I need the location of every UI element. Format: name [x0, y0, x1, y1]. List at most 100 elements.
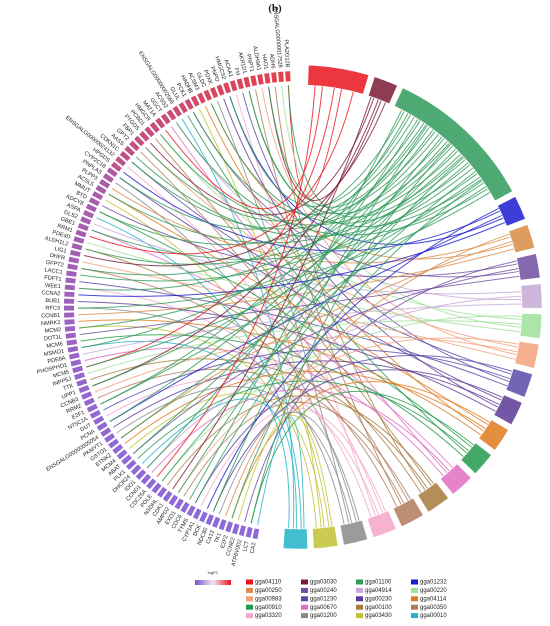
- gene-block: [212, 516, 221, 528]
- gene-label: BTD: [75, 190, 88, 200]
- gene-block: [93, 415, 105, 425]
- chord: [244, 260, 518, 523]
- gene-block: [199, 511, 208, 523]
- chord: [165, 86, 323, 210]
- legend-swatch: [356, 587, 363, 593]
- chord: [176, 122, 489, 236]
- chord: [120, 185, 487, 439]
- pathway-arc: [339, 519, 369, 546]
- chord: [206, 207, 500, 509]
- gene-block: [184, 98, 194, 110]
- chord: [156, 85, 316, 478]
- gene-label: PDXK: [202, 69, 213, 86]
- chord: [140, 151, 409, 502]
- gene-label: ASPA: [66, 202, 82, 213]
- gene-block: [285, 71, 291, 82]
- gene-block: [144, 126, 155, 138]
- pathway-arc: [307, 64, 370, 95]
- legend-swatch: [356, 613, 363, 619]
- chord: [170, 126, 448, 474]
- gene-label: INPP5J: [52, 376, 72, 387]
- pathway-arc: [493, 394, 523, 426]
- chord: [237, 414, 333, 527]
- gene-block: [278, 71, 284, 82]
- chord: [194, 156, 465, 504]
- gene-label: DOT1L: [44, 334, 63, 342]
- legend-swatch: [301, 596, 308, 602]
- chord: [78, 248, 515, 316]
- gene-label: RFC3: [45, 306, 60, 312]
- pathway-arc: [508, 224, 536, 254]
- gene-label: GLS2: [63, 210, 79, 221]
- chord: [81, 116, 415, 276]
- chord: [137, 380, 470, 459]
- pathway-arc: [367, 76, 398, 105]
- legend-label: gga00010: [420, 613, 447, 619]
- gene-block: [68, 352, 80, 360]
- gene-block: [69, 249, 81, 257]
- chord: [83, 101, 387, 267]
- gene-block: [245, 526, 253, 538]
- chord: [161, 315, 522, 482]
- gene-block: [66, 339, 78, 346]
- gene-block: [225, 521, 233, 533]
- chart-title: (b): [268, 3, 282, 15]
- legend-label: gga01232: [420, 580, 447, 586]
- gene-label: PLA2G12B: [282, 39, 289, 68]
- legend-swatch: [246, 604, 253, 610]
- chord: [131, 161, 512, 375]
- gene-block: [64, 325, 76, 332]
- chord: [86, 87, 335, 368]
- gene-block: [64, 305, 75, 311]
- chord: [87, 242, 521, 333]
- chord: [198, 108, 322, 529]
- legend-swatch: [411, 587, 418, 593]
- gene-block: [72, 365, 84, 374]
- chord: [250, 390, 475, 524]
- gene-block: [168, 494, 179, 506]
- gene-block: [205, 514, 214, 526]
- gene-block: [229, 80, 238, 92]
- gene-block: [223, 82, 231, 94]
- legend-label: gga00240: [310, 588, 337, 594]
- chord: [80, 167, 474, 282]
- legend-label: gga00983: [255, 596, 282, 602]
- gene-label: CCNE2: [226, 537, 237, 557]
- gene-block: [125, 459, 137, 470]
- pathway-arc: [440, 463, 472, 495]
- legend-swatch: [246, 596, 253, 602]
- chord: [281, 85, 522, 328]
- gene-block: [119, 150, 131, 162]
- gene-label: GFPT2: [45, 260, 64, 269]
- chord: [255, 89, 402, 505]
- gene-label: CA13: [206, 530, 217, 545]
- gene-label: FH: [233, 67, 241, 76]
- chord: [189, 109, 403, 500]
- colorbar-title: logFC: [208, 570, 219, 575]
- legend-swatch: [411, 596, 418, 602]
- gene-block: [129, 140, 140, 152]
- chord: [212, 124, 428, 512]
- gene-block: [197, 92, 206, 104]
- gene-block: [157, 486, 167, 498]
- legend-swatch: [411, 613, 418, 619]
- chord: [116, 386, 353, 524]
- chord: [229, 96, 412, 207]
- chord: [85, 145, 454, 265]
- gene-label: TK1: [214, 532, 223, 544]
- chord: [99, 126, 431, 246]
- chord: [187, 115, 468, 454]
- chord: [160, 134, 522, 320]
- gene-block: [66, 270, 77, 277]
- gene-label: DUT: [80, 422, 93, 433]
- chord: [119, 110, 405, 230]
- chord: [105, 199, 330, 528]
- gene-block: [130, 464, 142, 475]
- chord: [94, 335, 518, 393]
- chord: [268, 87, 382, 201]
- chord: [136, 156, 478, 237]
- gene-label: PNPT1: [245, 54, 254, 73]
- gene-block: [124, 145, 135, 157]
- gene-block: [271, 72, 278, 83]
- legend-swatch: [356, 596, 363, 602]
